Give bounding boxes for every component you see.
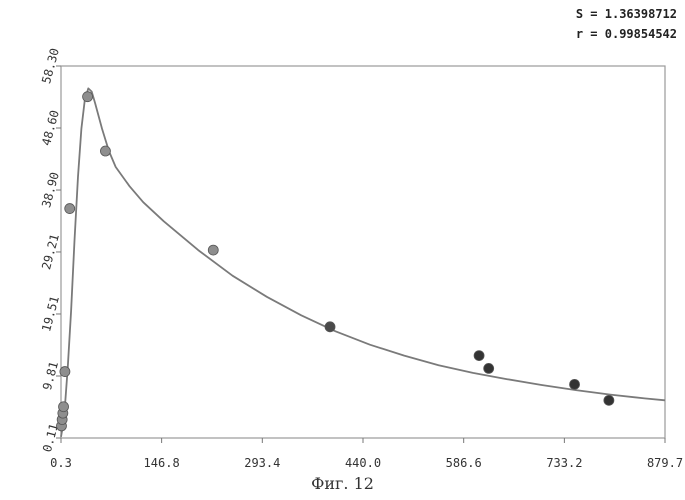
data-point xyxy=(474,351,484,361)
data-point xyxy=(484,363,494,373)
data-point xyxy=(60,367,70,377)
data-point xyxy=(208,245,218,255)
chart: 0.119.8119.5129.2138.9048.6058.300.3146.… xyxy=(0,0,685,470)
data-point xyxy=(325,322,335,332)
x-tick-label: 146.8 xyxy=(144,456,180,470)
data-point xyxy=(604,395,614,405)
data-point xyxy=(570,379,580,389)
x-tick-label: 733.2 xyxy=(546,456,582,470)
x-tick-label: 879.7 xyxy=(647,456,683,470)
figure-caption: Фиг. 12 xyxy=(0,474,685,493)
x-tick-label: 0.3 xyxy=(50,456,72,470)
data-point xyxy=(83,92,93,102)
x-tick-label: 440.0 xyxy=(345,456,381,470)
x-tick-label: 293.4 xyxy=(244,456,280,470)
x-tick-label: 586.6 xyxy=(446,456,482,470)
data-point xyxy=(59,402,69,412)
data-point xyxy=(100,146,110,156)
data-point xyxy=(65,204,75,214)
